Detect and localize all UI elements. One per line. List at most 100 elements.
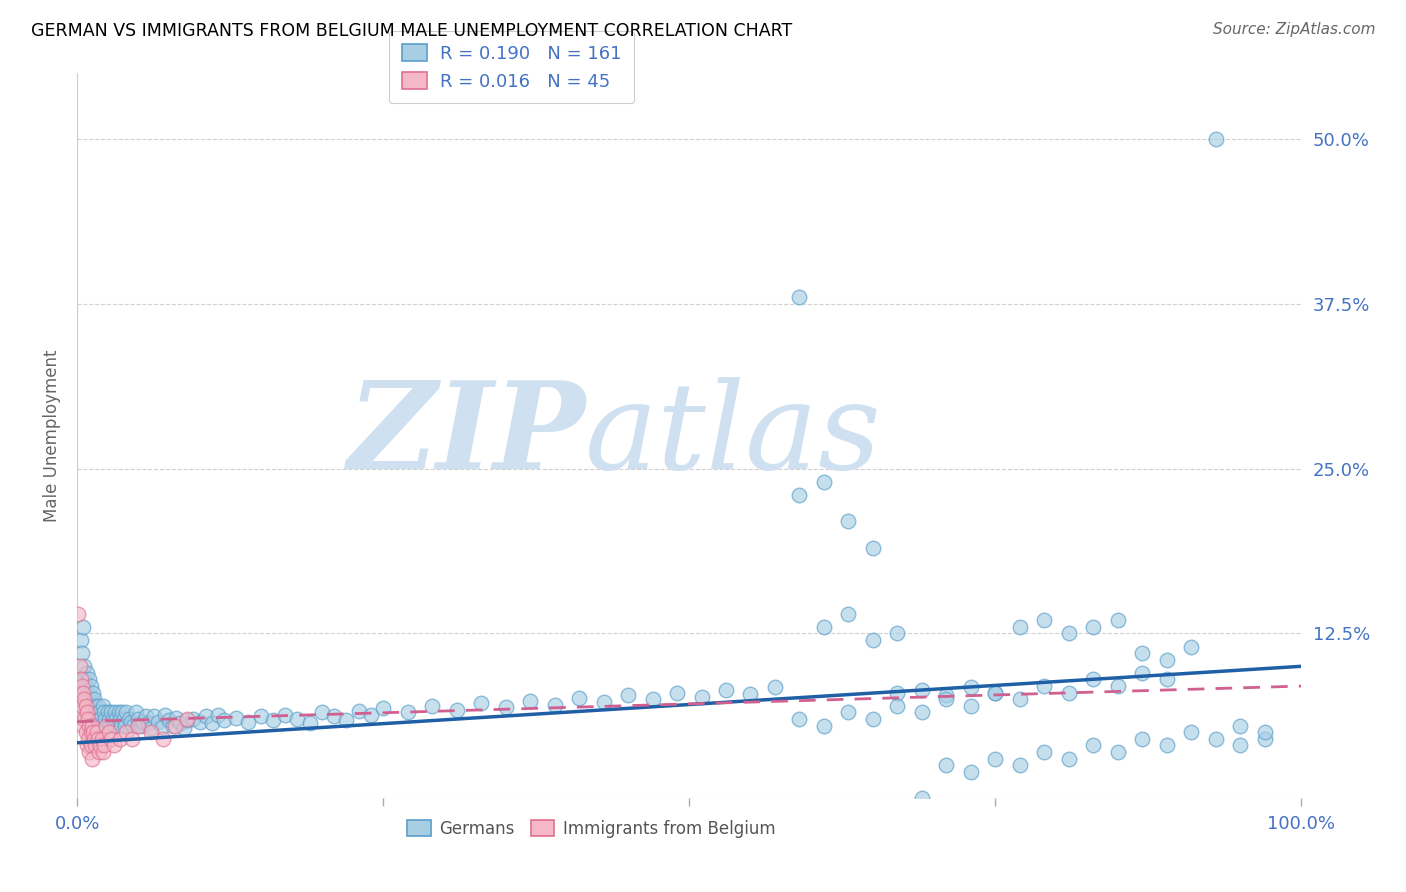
Point — [543, 698, 565, 712]
Point — [73, 673, 96, 687]
Point — [70, 698, 93, 713]
Point — [100, 706, 122, 720]
Point — [72, 698, 94, 713]
Point — [176, 712, 198, 726]
Point — [139, 725, 162, 739]
Point — [127, 718, 149, 732]
Point — [789, 290, 811, 304]
Point — [76, 706, 98, 720]
Point — [1057, 751, 1080, 765]
Point — [72, 620, 94, 634]
Point — [911, 706, 934, 720]
Point — [789, 712, 811, 726]
Point — [104, 706, 127, 720]
Point — [162, 718, 184, 732]
Point — [617, 688, 640, 702]
Point — [1180, 725, 1202, 739]
Point — [93, 739, 115, 753]
Point — [396, 706, 419, 720]
Point — [690, 690, 713, 704]
Point — [79, 673, 101, 687]
Point — [1156, 739, 1178, 753]
Point — [75, 698, 97, 713]
Point — [69, 692, 91, 706]
Point — [89, 739, 111, 753]
Point — [76, 665, 98, 680]
Point — [360, 708, 382, 723]
Point — [73, 712, 96, 726]
Point — [79, 725, 101, 739]
Point — [97, 725, 120, 739]
Point — [75, 679, 97, 693]
Point — [1083, 673, 1105, 687]
Point — [984, 686, 1007, 700]
Point — [1130, 646, 1153, 660]
Point — [79, 679, 101, 693]
Point — [960, 681, 983, 695]
Point — [165, 711, 187, 725]
Point — [143, 709, 166, 723]
Point — [101, 712, 124, 726]
Point — [152, 731, 174, 746]
Point — [1156, 673, 1178, 687]
Point — [470, 696, 492, 710]
Point — [89, 745, 111, 759]
Point — [1229, 739, 1251, 753]
Point — [89, 706, 111, 720]
Point — [274, 708, 297, 723]
Point — [127, 712, 149, 726]
Point — [1229, 718, 1251, 732]
Point — [86, 725, 108, 739]
Point — [1130, 665, 1153, 680]
Point — [1205, 132, 1227, 146]
Point — [117, 712, 139, 726]
Point — [155, 708, 177, 723]
Point — [157, 714, 180, 728]
Point — [183, 712, 205, 726]
Legend: Germans, Immigrants from Belgium: Germans, Immigrants from Belgium — [401, 813, 782, 844]
Point — [163, 718, 186, 732]
Point — [86, 706, 108, 720]
Point — [1253, 725, 1275, 739]
Point — [139, 721, 162, 735]
Point — [335, 714, 357, 728]
Point — [77, 731, 100, 746]
Text: Source: ZipAtlas.com: Source: ZipAtlas.com — [1212, 22, 1375, 37]
Point — [107, 706, 129, 720]
Point — [82, 686, 104, 700]
Point — [1083, 620, 1105, 634]
Point — [592, 695, 614, 709]
Point — [70, 646, 93, 660]
Point — [125, 706, 148, 720]
Point — [135, 709, 157, 723]
Point — [87, 698, 110, 713]
Point — [194, 709, 217, 723]
Point — [862, 712, 884, 726]
Point — [86, 718, 108, 732]
Point — [813, 620, 835, 634]
Point — [446, 703, 468, 717]
Point — [666, 686, 689, 700]
Point — [136, 716, 159, 731]
Point — [1253, 731, 1275, 746]
Point — [911, 791, 934, 805]
Point — [111, 706, 134, 720]
Point — [212, 714, 235, 728]
Point — [347, 704, 370, 718]
Point — [91, 745, 114, 759]
Y-axis label: Male Unemployment: Male Unemployment — [44, 350, 60, 522]
Point — [1033, 613, 1056, 627]
Point — [72, 718, 94, 732]
Point — [83, 731, 105, 746]
Point — [75, 725, 97, 739]
Text: ZIP: ZIP — [347, 376, 585, 495]
Point — [1107, 745, 1129, 759]
Point — [69, 706, 91, 720]
Point — [1057, 686, 1080, 700]
Point — [1180, 640, 1202, 654]
Point — [103, 739, 125, 753]
Point — [122, 718, 145, 732]
Point — [77, 712, 100, 726]
Point — [298, 716, 321, 731]
Point — [69, 632, 91, 647]
